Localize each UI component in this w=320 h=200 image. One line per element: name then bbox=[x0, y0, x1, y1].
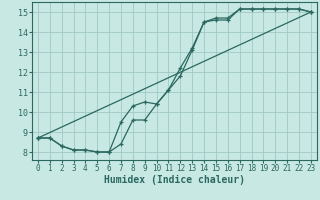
X-axis label: Humidex (Indice chaleur): Humidex (Indice chaleur) bbox=[104, 175, 245, 185]
